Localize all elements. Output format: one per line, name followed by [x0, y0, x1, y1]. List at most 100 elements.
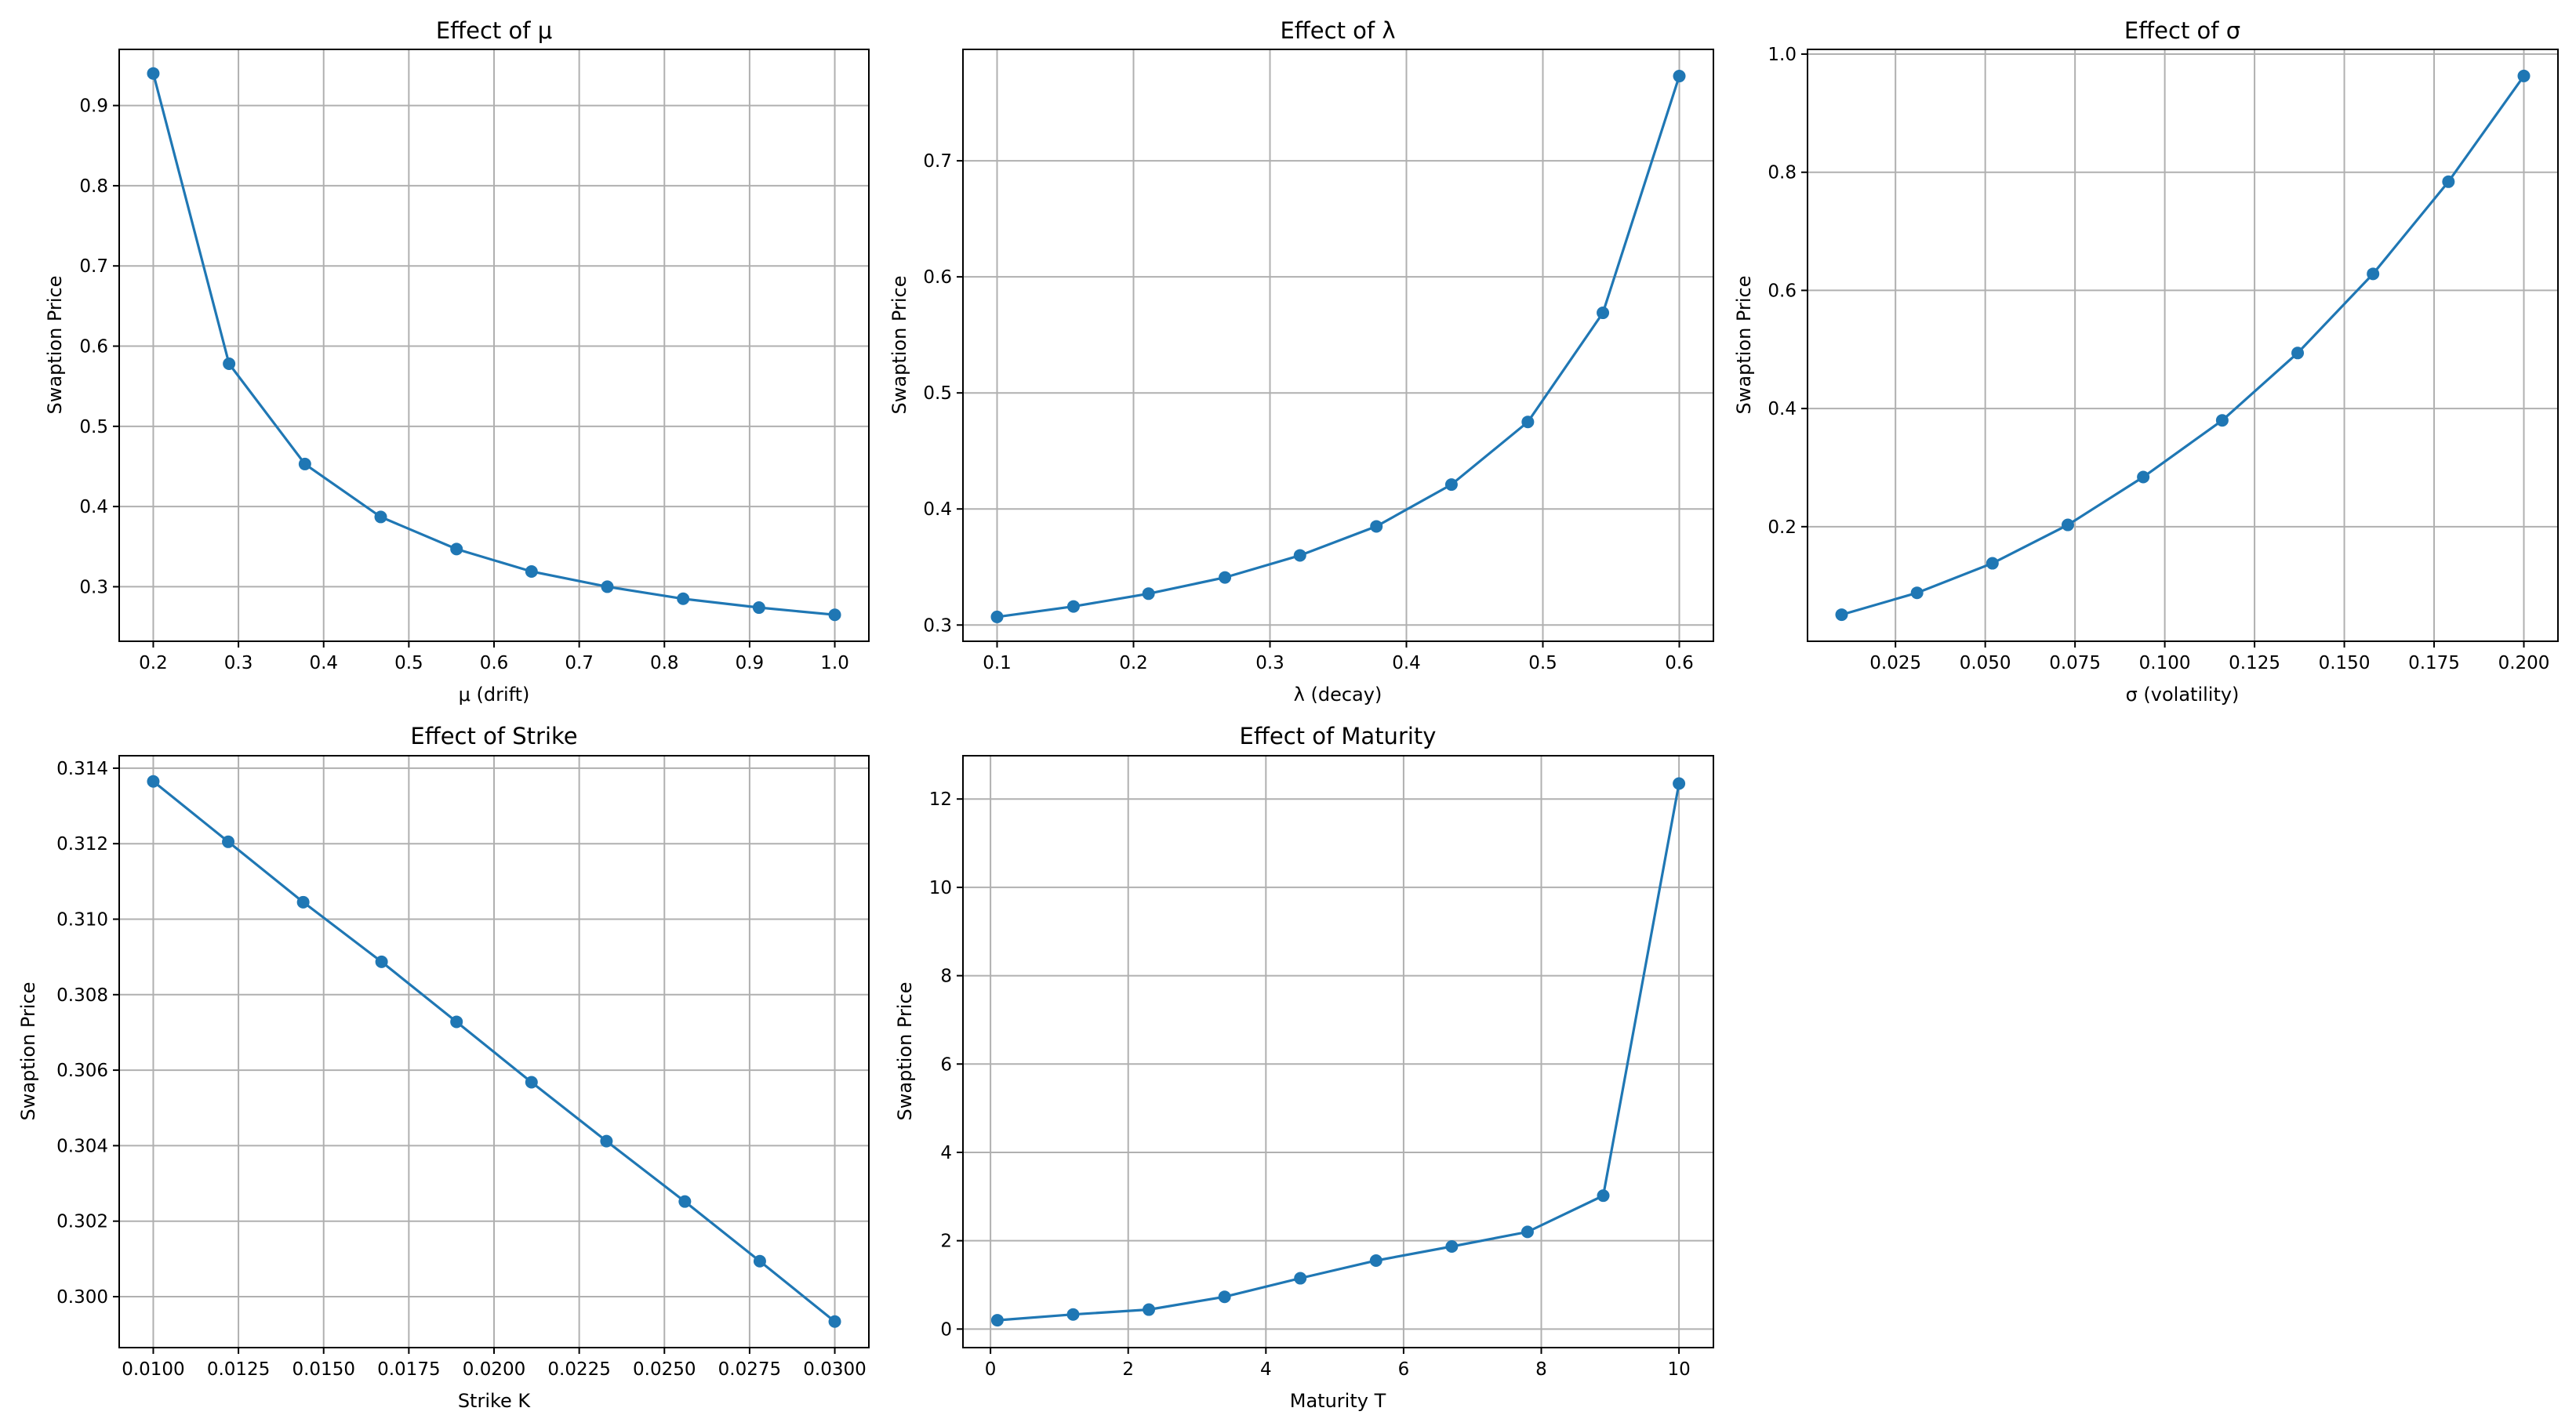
x-tick-label: 0.0125: [207, 1359, 270, 1380]
y-tick-label: 0.304: [56, 1136, 108, 1156]
plot-frame: [962, 49, 1714, 642]
x-tick-label: 6: [1398, 1359, 1410, 1380]
y-tick-label: 0: [940, 1319, 952, 1340]
chart-title: Effect of λ: [1280, 17, 1395, 44]
y-axis-label: Swaption Price: [894, 982, 916, 1121]
subplot-lambda: Effect of λ λ (decay) Swaption Price 0.1…: [888, 17, 1714, 706]
x-axis-label: μ (drift): [459, 684, 530, 706]
data-point: [1986, 557, 1999, 570]
y-tick-label: 0.5: [923, 383, 952, 404]
grid: [1808, 49, 2558, 641]
x-tick-label: 0.9: [736, 653, 765, 673]
data-point: [525, 1076, 538, 1089]
y-tick-label: 0.3: [923, 615, 952, 636]
x-tick-label: 0.4: [309, 653, 338, 673]
data-point: [1143, 1303, 1156, 1316]
data-point: [1218, 1290, 1231, 1304]
y-tick-label: 0.6: [1768, 281, 1797, 301]
y-tick-label: 4: [940, 1143, 952, 1163]
data-point: [1597, 307, 1610, 320]
y-tick-label: 0.3: [79, 577, 108, 597]
data-point: [600, 1134, 613, 1148]
data-point: [1521, 415, 1535, 429]
x-tick-label: 0.5: [394, 653, 423, 673]
y-axis-label: Swaption Price: [44, 276, 66, 415]
data-point: [450, 542, 463, 556]
data-point: [1370, 520, 1383, 533]
y-tick-label: 0.5: [79, 417, 108, 437]
data-point: [1445, 1239, 1459, 1253]
x-tick-label: 0.6: [480, 653, 509, 673]
y-tick-label: 0.7: [923, 151, 952, 172]
data-point: [296, 895, 310, 909]
data-point: [147, 67, 160, 80]
x-tick-label: 0.200: [2498, 653, 2550, 673]
grid: [119, 756, 869, 1348]
series-line: [997, 75, 1681, 619]
data-point: [374, 510, 387, 524]
x-tick-label: 0.4: [1392, 653, 1421, 673]
chart-title: Effect of μ: [436, 17, 552, 44]
data-point: [223, 357, 236, 371]
y-axis-label: Swaption Price: [888, 276, 910, 415]
grid: [963, 49, 1713, 641]
plot-frame: [962, 755, 1714, 1348]
data-point: [678, 1195, 692, 1208]
y-axis-label: Swaption Price: [17, 982, 39, 1121]
data-point: [1835, 608, 1848, 622]
chart-title: Effect of Maturity: [1240, 723, 1437, 749]
y-tick-label: 0.6: [923, 267, 952, 288]
x-tick-label: 0.075: [2049, 653, 2101, 673]
x-tick-label: 0.7: [565, 653, 594, 673]
x-tick-label: 0.0225: [547, 1359, 610, 1380]
data-point: [1294, 1272, 1307, 1285]
y-tick-label: 0.300: [56, 1287, 108, 1308]
y-axis-label: Swaption Price: [1733, 276, 1755, 415]
plot-frame: [118, 755, 870, 1348]
data-point: [1673, 70, 1686, 83]
data-point: [2367, 267, 2380, 281]
chart-title: Effect of σ: [2124, 17, 2240, 44]
y-tick-label: 1.0: [1768, 45, 1797, 65]
x-tick-label: 0.5: [1528, 653, 1557, 673]
y-tick-label: 0.8: [1768, 163, 1797, 183]
y-tick-label: 0.2: [1768, 517, 1797, 538]
data-point: [1142, 587, 1155, 601]
data-point: [990, 610, 1004, 623]
data-point: [2442, 175, 2455, 188]
data-point: [1673, 777, 1686, 790]
x-tick-label: 0.0150: [292, 1359, 354, 1380]
x-tick-label: 0.0100: [122, 1359, 184, 1380]
series-line: [1841, 74, 2525, 616]
data-point: [147, 775, 160, 788]
x-axis-label: σ (volatility): [2126, 684, 2240, 706]
y-tick-label: 2: [940, 1232, 952, 1252]
x-tick-label: 0.8: [650, 653, 679, 673]
subplot-strike: Effect of Strike Strike K Swaption Price…: [17, 723, 870, 1412]
data-point: [1066, 600, 1080, 613]
data-point: [1910, 586, 1924, 600]
y-tick-label: 0.8: [79, 176, 108, 197]
x-tick-label: 0.1: [983, 653, 1012, 673]
data-point: [601, 580, 614, 593]
chart-title: Effect of Strike: [410, 723, 577, 749]
data-point: [1369, 1254, 1382, 1268]
y-tick-label: 8: [940, 967, 952, 987]
data-point: [2291, 347, 2305, 360]
x-axis-label: Maturity T: [1290, 1390, 1386, 1412]
y-tick-label: 0.306: [56, 1061, 108, 1081]
data-point: [1597, 1189, 1610, 1203]
y-tick-label: 0.4: [1768, 399, 1797, 419]
x-tick-label: 0.0200: [463, 1359, 525, 1380]
data-point: [1219, 571, 1232, 584]
subplot-maturity: Effect of Maturity Maturity T Swaption P…: [894, 723, 1714, 1412]
data-point: [1066, 1308, 1080, 1321]
data-point: [2137, 470, 2150, 484]
grid: [963, 756, 1713, 1348]
series-line: [997, 783, 1680, 1322]
x-tick-label: 0.100: [2139, 653, 2191, 673]
y-tick-label: 0.312: [56, 834, 108, 855]
y-tick-label: 0.6: [79, 337, 108, 357]
x-axis-label: Strike K: [458, 1390, 532, 1412]
x-tick-label: 1.0: [820, 653, 849, 673]
